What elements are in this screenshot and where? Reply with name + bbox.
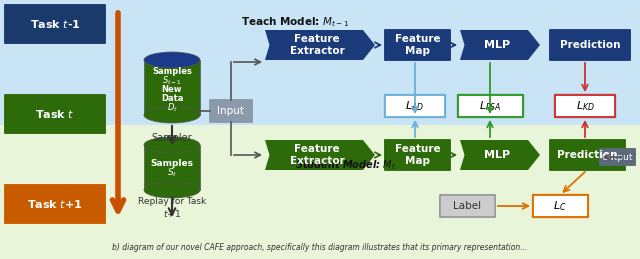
Text: b) diagram of our novel CAFE approach, specifically this diagram illustrates tha: b) diagram of our novel CAFE approach, s…	[112, 243, 528, 253]
FancyBboxPatch shape	[458, 95, 523, 117]
FancyBboxPatch shape	[550, 30, 630, 60]
Text: Task $t$+1: Task $t$+1	[27, 198, 83, 210]
Text: Samples: Samples	[150, 159, 193, 168]
Ellipse shape	[144, 52, 200, 68]
FancyBboxPatch shape	[385, 95, 445, 117]
Text: $L_{AD}$: $L_{AD}$	[406, 99, 424, 113]
Text: Teach Model: $M_{t-1}$: Teach Model: $M_{t-1}$	[241, 15, 349, 29]
Bar	[144, 60, 200, 115]
FancyBboxPatch shape	[5, 95, 105, 133]
Text: Data: Data	[161, 94, 183, 103]
Text: Feature
Map: Feature Map	[395, 34, 440, 56]
Text: Feature
Extractor: Feature Extractor	[290, 144, 344, 166]
Bar	[144, 145, 200, 190]
FancyBboxPatch shape	[0, 125, 640, 259]
Polygon shape	[460, 140, 540, 170]
Text: $S_{t-1}$: $S_{t-1}$	[162, 74, 182, 87]
Text: $D_t$: $D_t$	[166, 101, 177, 114]
Text: Task $t$-1: Task $t$-1	[29, 18, 81, 30]
Text: Feature
Extractor: Feature Extractor	[290, 34, 344, 56]
Text: Replay for Task
$t$+1: Replay for Task $t$+1	[138, 197, 206, 219]
Text: Prediction: Prediction	[557, 150, 618, 160]
Text: Feature
Map: Feature Map	[395, 144, 440, 166]
Text: $L_{PSA}$: $L_{PSA}$	[479, 99, 501, 113]
Text: $L_{KD}$: $L_{KD}$	[575, 99, 595, 113]
FancyBboxPatch shape	[600, 149, 635, 165]
Ellipse shape	[144, 182, 200, 198]
Text: $L_C$: $L_C$	[553, 199, 567, 213]
FancyBboxPatch shape	[5, 185, 105, 223]
Polygon shape	[460, 30, 540, 60]
Text: MLP: MLP	[484, 150, 510, 160]
FancyBboxPatch shape	[385, 30, 450, 60]
Text: Output: Output	[602, 153, 633, 162]
Text: Input: Input	[218, 106, 244, 116]
Text: Sampler: Sampler	[152, 133, 192, 143]
Text: Prediction: Prediction	[560, 40, 620, 50]
Ellipse shape	[144, 137, 200, 153]
Text: New: New	[162, 85, 182, 94]
FancyBboxPatch shape	[533, 195, 588, 217]
FancyBboxPatch shape	[550, 140, 625, 170]
Text: MLP: MLP	[484, 40, 510, 50]
Text: Samples: Samples	[152, 67, 192, 76]
Ellipse shape	[144, 107, 200, 123]
Polygon shape	[265, 30, 375, 60]
FancyBboxPatch shape	[385, 140, 450, 170]
Polygon shape	[265, 140, 375, 170]
FancyBboxPatch shape	[5, 5, 105, 43]
Text: $S_t$: $S_t$	[167, 166, 177, 179]
FancyBboxPatch shape	[440, 195, 495, 217]
Text: Label: Label	[453, 201, 481, 211]
Text: Task $t$: Task $t$	[35, 108, 75, 120]
Text: Student Model: $M_t$: Student Model: $M_t$	[295, 158, 396, 172]
FancyBboxPatch shape	[555, 95, 615, 117]
FancyBboxPatch shape	[210, 100, 252, 122]
